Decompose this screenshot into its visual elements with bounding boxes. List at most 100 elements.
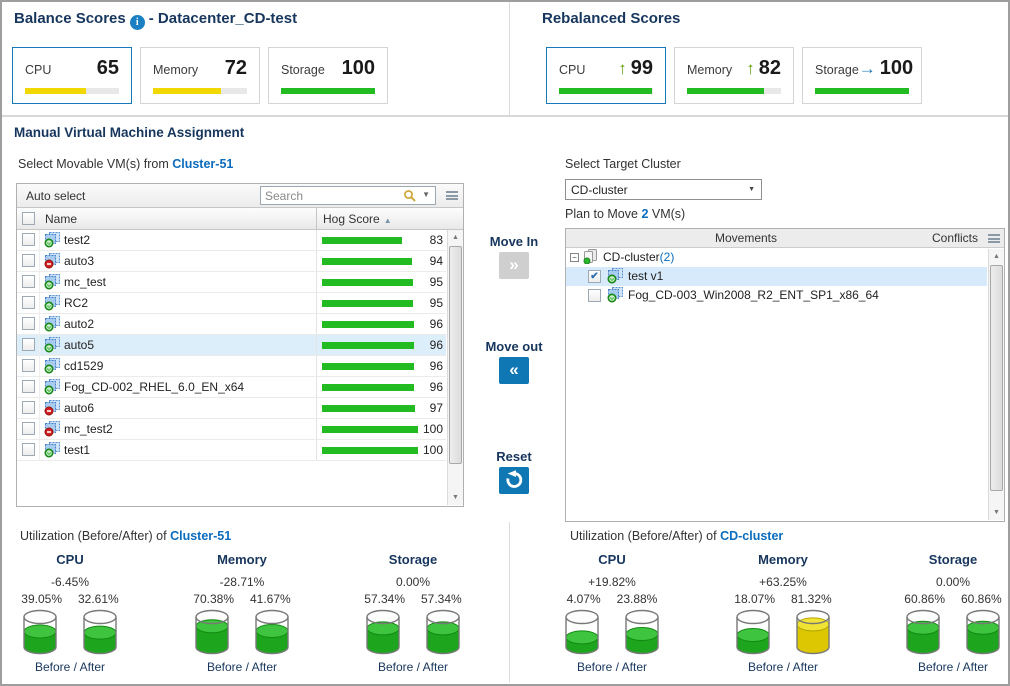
hog-score-bar-fill bbox=[322, 237, 402, 244]
score-label: CPU bbox=[559, 63, 586, 77]
after-value: 57.34% bbox=[421, 592, 462, 606]
hogscore-column-header[interactable]: Hog Score ▲ bbox=[323, 212, 392, 226]
balance-score-cards: CPU 65 Memory 72 Storage 100 bbox=[12, 47, 388, 104]
score-card-storage[interactable]: Storage → 100 bbox=[802, 47, 922, 104]
cluster-name: CD-cluster bbox=[603, 250, 660, 264]
table-row[interactable]: auto6 97 bbox=[17, 398, 446, 419]
scroll-down-icon[interactable]: ▼ bbox=[993, 509, 1000, 516]
score-bar bbox=[281, 88, 375, 94]
movements-grid-scrollbar[interactable]: ▲ ▼ bbox=[988, 249, 1004, 520]
after-value: 32.61% bbox=[78, 592, 119, 606]
table-row[interactable]: Fog_CD-002_RHEL_6.0_EN_x64 96 bbox=[17, 377, 446, 398]
scroll-down-icon[interactable]: ▼ bbox=[452, 494, 459, 501]
movable-vm-grid: Auto select ▼ Name Hog Score▲ test2 83 aut… bbox=[16, 183, 464, 507]
cylinder-gauge bbox=[426, 609, 460, 655]
column-chooser-icon[interactable] bbox=[988, 234, 1001, 246]
vm-grid-toolbar: Auto select ▼ bbox=[17, 184, 463, 208]
score-card-memory[interactable]: Memory ↑ 82 bbox=[674, 47, 794, 104]
row-checkbox-checked[interactable]: ✔ bbox=[588, 270, 601, 283]
move-out-button[interactable]: « bbox=[499, 357, 529, 384]
movements-column-header[interactable]: Movements bbox=[714, 231, 778, 245]
score-bar-fill bbox=[687, 88, 765, 94]
row-checkbox[interactable] bbox=[22, 338, 35, 351]
hog-score-value: 96 bbox=[429, 317, 443, 331]
row-checkbox[interactable] bbox=[22, 275, 35, 288]
scroll-thumb[interactable] bbox=[990, 265, 1003, 491]
gauge-cylinders bbox=[715, 609, 851, 660]
score-card-cpu[interactable]: CPU ↑ 99 bbox=[546, 47, 666, 104]
name-column-header[interactable]: Name bbox=[45, 212, 78, 226]
row-checkbox[interactable] bbox=[22, 380, 35, 393]
source-cluster-link[interactable]: Cluster-51 bbox=[172, 157, 234, 171]
table-row[interactable]: mc_test2 100 bbox=[17, 419, 446, 440]
after-cylinder bbox=[792, 609, 834, 660]
scroll-thumb[interactable] bbox=[449, 246, 462, 464]
table-row[interactable]: auto2 96 bbox=[17, 314, 446, 335]
vm-name: Fog_CD-002_RHEL_6.0_EN_x64 bbox=[64, 380, 245, 394]
gauge-values: 60.86% 60.86% bbox=[885, 592, 1008, 606]
table-row[interactable]: cd1529 96 bbox=[17, 356, 446, 377]
hog-score-value: 96 bbox=[429, 380, 443, 394]
row-checkbox[interactable] bbox=[22, 422, 35, 435]
movement-row[interactable]: ✔ test v1 bbox=[566, 267, 987, 286]
score-card-cpu[interactable]: CPU 65 bbox=[12, 47, 132, 104]
row-checkbox[interactable] bbox=[22, 401, 35, 414]
utilization-prefix: Utilization (Before/After) of bbox=[20, 529, 167, 543]
row-checkbox[interactable] bbox=[22, 296, 35, 309]
row-checkbox[interactable] bbox=[22, 359, 35, 372]
trend-up-icon: ↑ bbox=[746, 59, 755, 78]
score-card-storage[interactable]: Storage 100 bbox=[268, 47, 388, 104]
row-checkbox[interactable] bbox=[22, 254, 35, 267]
info-icon[interactable]: i bbox=[129, 15, 145, 30]
vm-name: test1 bbox=[64, 443, 91, 457]
scroll-up-icon[interactable]: ▲ bbox=[993, 253, 1000, 260]
row-checkbox[interactable] bbox=[588, 289, 601, 302]
trend-up-icon: ↑ bbox=[618, 59, 627, 78]
utilization-cluster-link[interactable]: CD-cluster bbox=[720, 529, 784, 543]
cluster-tree-node[interactable]: − CD-cluster(2) bbox=[566, 248, 987, 267]
score-card-header: Storage 100 bbox=[281, 57, 375, 80]
tree-collapse-icon[interactable]: − bbox=[570, 253, 579, 262]
target-cluster-dropdown[interactable]: CD-cluster ▼ bbox=[565, 179, 762, 200]
vm-name: auto2 bbox=[64, 317, 95, 331]
table-row[interactable]: auto3 94 bbox=[17, 251, 446, 272]
table-row[interactable]: test2 83 bbox=[17, 230, 446, 251]
auto-select-button[interactable]: Auto select bbox=[26, 189, 86, 203]
search-input[interactable] bbox=[265, 188, 395, 203]
scroll-up-icon[interactable]: ▲ bbox=[452, 234, 459, 241]
row-checkbox[interactable] bbox=[22, 317, 35, 330]
before-after-caption: Before / After bbox=[206, 660, 278, 674]
rebalanced-score-cards: CPU ↑ 99 Memory ↑ 82 Storage → 100 bbox=[546, 47, 922, 104]
conflicts-column-header[interactable]: Conflicts bbox=[931, 231, 978, 245]
row-checkbox[interactable] bbox=[22, 233, 35, 246]
score-bar bbox=[687, 88, 781, 94]
target-cluster-label: Select Target Cluster bbox=[565, 157, 681, 171]
movement-row[interactable]: Fog_CD-003_Win2008_R2_ENT_SP1_x86_64 bbox=[566, 286, 987, 305]
table-row[interactable]: RC2 95 bbox=[17, 293, 446, 314]
reset-button[interactable] bbox=[499, 467, 529, 494]
column-divider bbox=[316, 208, 317, 230]
select-all-checkbox[interactable] bbox=[22, 212, 35, 225]
vm-grid-scrollbar[interactable]: ▲ ▼ bbox=[447, 230, 463, 505]
utilization-cluster-link[interactable]: Cluster-51 bbox=[170, 529, 232, 543]
table-row[interactable]: test1 100 bbox=[17, 440, 446, 461]
utilization-title-source: Utilization (Before/After) of Cluster-51 bbox=[20, 529, 231, 543]
plan-suffix: VM(s) bbox=[651, 207, 686, 221]
vm-name: auto5 bbox=[64, 338, 95, 352]
vm-running-icon bbox=[44, 337, 60, 353]
search-options-caret-icon[interactable]: ▼ bbox=[422, 190, 430, 199]
hog-score-value: 94 bbox=[429, 254, 443, 268]
cluster-icon bbox=[583, 249, 599, 269]
search-icon[interactable] bbox=[403, 189, 417, 208]
table-row[interactable]: mc_test 95 bbox=[17, 272, 446, 293]
panel-divider-top bbox=[509, 2, 510, 115]
search-box: ▼ bbox=[260, 186, 436, 205]
move-in-button[interactable]: » bbox=[499, 252, 529, 279]
hog-score-bar bbox=[322, 279, 418, 286]
score-card-memory[interactable]: Memory 72 bbox=[140, 47, 260, 104]
table-row[interactable]: auto5 96 bbox=[17, 335, 446, 356]
row-checkbox[interactable] bbox=[22, 443, 35, 456]
cylinder-gauge bbox=[565, 609, 599, 655]
column-chooser-icon[interactable] bbox=[446, 191, 459, 203]
score-bar bbox=[153, 88, 247, 94]
